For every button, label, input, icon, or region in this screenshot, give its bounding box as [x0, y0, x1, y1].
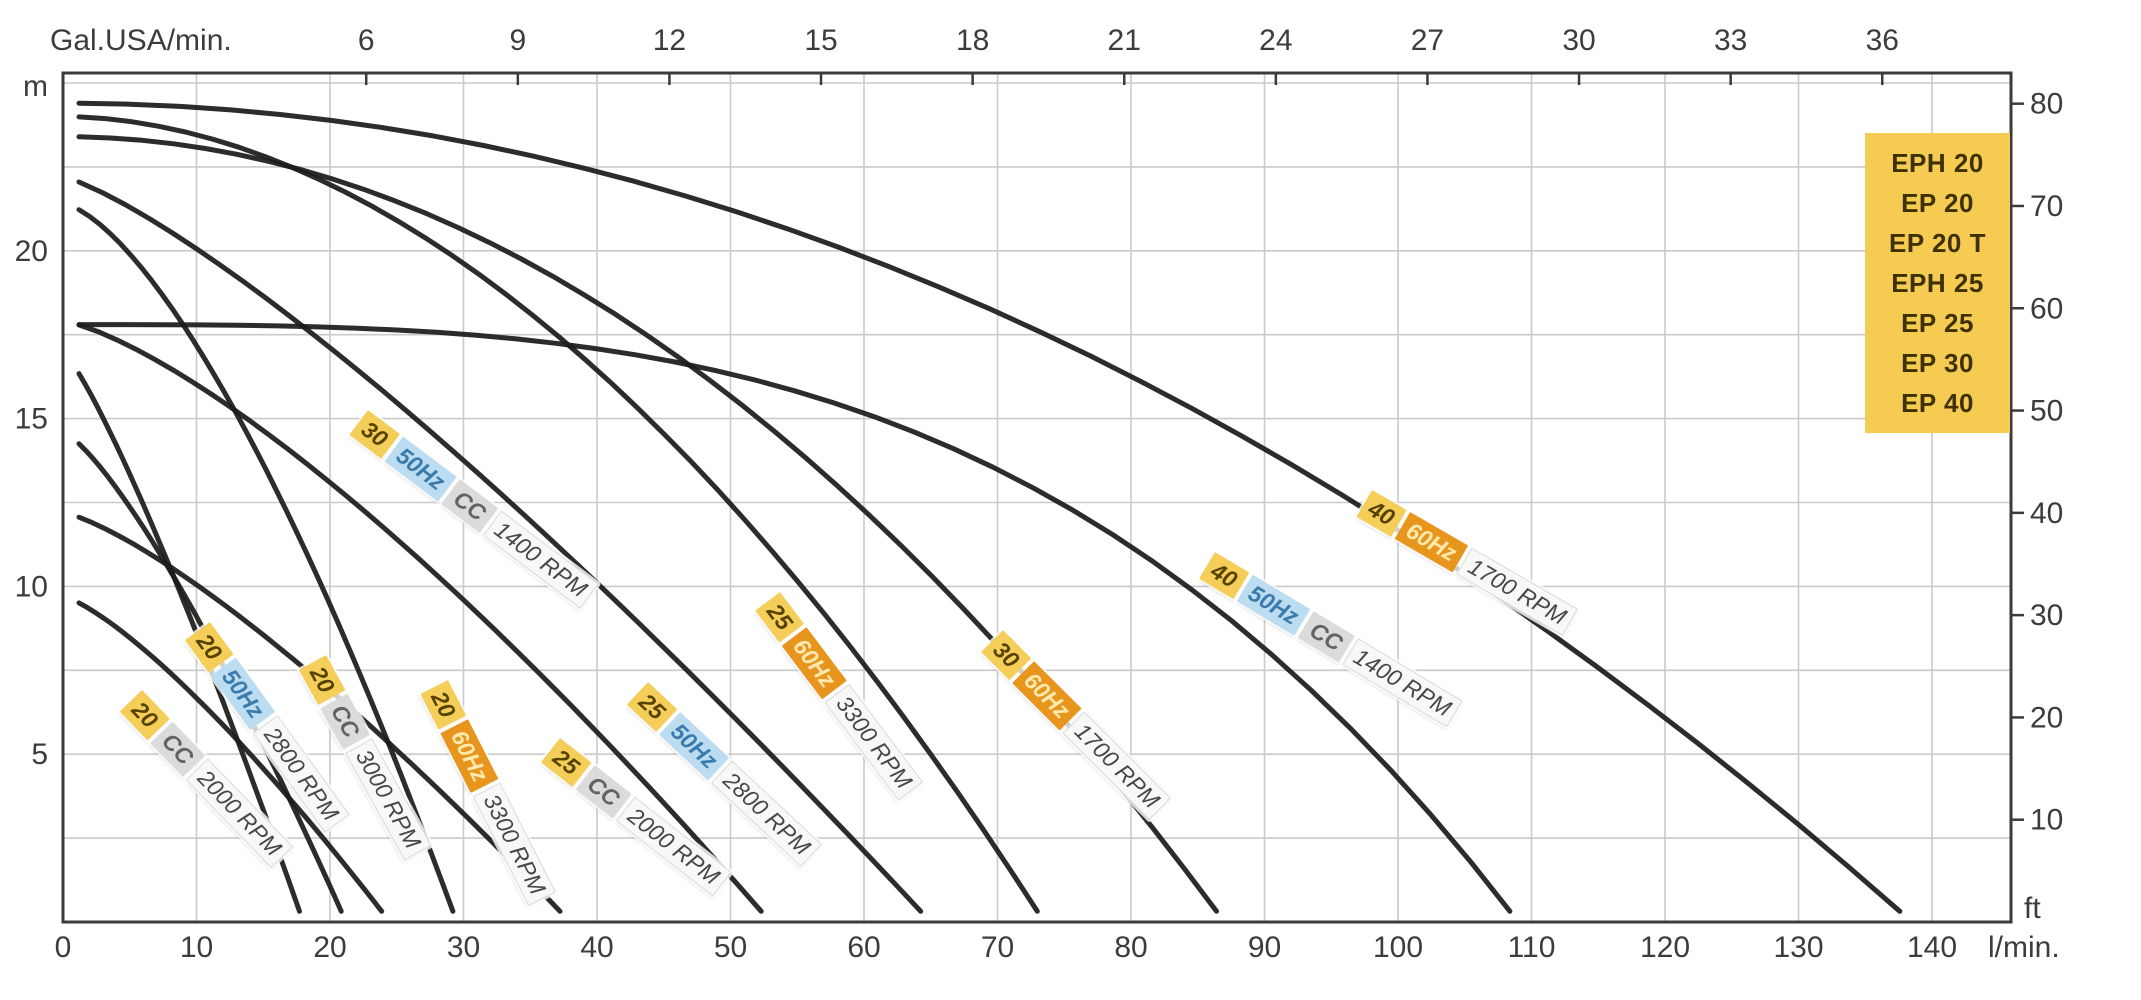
legend-item: EPH 25 [1891, 268, 1984, 298]
legend-item: EPH 20 [1891, 148, 1984, 178]
top-axis-tick-label: 21 [1108, 24, 1141, 57]
legend-item: EP 40 [1901, 388, 1974, 418]
bottom-axis-tick-label: 100 [1373, 931, 1423, 964]
top-axis-tick-label: 27 [1411, 24, 1444, 57]
pump-curve [76, 322, 1513, 914]
bottom-axis-tick-label: 0 [55, 931, 72, 964]
bottom-axis-tick-label: 20 [313, 931, 346, 964]
pump-curve [76, 134, 1219, 914]
pump-curve [76, 322, 764, 914]
right-axis-tick-label: 60 [2030, 292, 2063, 325]
top-axis-tick-label: 6 [358, 24, 375, 57]
top-axis-tick-label: 12 [653, 24, 686, 57]
left-axis-tick-label: 5 [31, 738, 48, 771]
pump-curve [76, 600, 385, 914]
right-axis-tick-label: 30 [2030, 599, 2063, 632]
top-axis-tick-label: 24 [1259, 24, 1292, 57]
legend-box: EPH 20 EP 20 EP 20 T EPH 25 EP 25 EP 30 EP 40 [1865, 133, 2010, 433]
top-axis-unit-label: Gal.USA/min. [50, 24, 232, 57]
right-axis-tick-label: 10 [2030, 804, 2063, 837]
bottom-axis-tick-label: 60 [847, 931, 880, 964]
pump-curve [76, 114, 1040, 914]
right-axis-tick-label: 20 [2030, 701, 2063, 734]
bottom-axis-tick-label: 110 [1508, 931, 1556, 964]
right-axis-unit-label: ft [2024, 892, 2041, 925]
top-axis-tick-label: 33 [1714, 24, 1747, 57]
legend-item: EP 20 [1901, 188, 1974, 218]
bottom-axis-tick-label: 80 [1114, 931, 1147, 964]
bottom-axis-tick-label: 120 [1640, 931, 1690, 964]
bottom-axis-tick-label: 70 [981, 931, 1014, 964]
right-axis-tick-label: 40 [2030, 497, 2063, 530]
pump-curve [76, 100, 1903, 914]
bottom-axis-tick-label: 50 [714, 931, 747, 964]
legend-item: EP 20 T [1889, 228, 1986, 258]
bottom-axis-tick-label: 10 [180, 931, 213, 964]
left-axis-tick-label: 10 [15, 570, 48, 603]
bottom-axis-unit-label: l/min. [1988, 931, 2060, 964]
bottom-axis-tick-label: 30 [447, 931, 480, 964]
right-axis-tick-label: 50 [2030, 395, 2063, 428]
left-axis-tick-label: 15 [15, 403, 48, 436]
pump-curve [76, 371, 302, 914]
pump-curve [76, 207, 456, 914]
plot-border [61, 71, 2013, 924]
bottom-axis-tick-label: 90 [1248, 931, 1281, 964]
left-axis-tick-label: 20 [15, 235, 48, 268]
bottom-axis-tick-label: 130 [1773, 931, 1823, 964]
pump-curve [76, 441, 344, 914]
legend-item: EP 30 [1901, 348, 1974, 378]
top-axis-tick-label: 18 [956, 24, 989, 57]
pump-curve [76, 179, 924, 914]
right-axis-tick-label: 80 [2030, 88, 2063, 121]
bottom-axis-tick-label: 40 [580, 931, 613, 964]
top-axis-tick-label: 9 [509, 24, 526, 57]
top-axis-tick-label: 30 [1562, 24, 1595, 57]
left-axis-unit-label: m [23, 70, 48, 103]
top-axis-tick-label: 36 [1866, 24, 1899, 57]
top-axis-tick-label: 15 [804, 24, 837, 57]
legend-item: EP 25 [1901, 308, 1974, 338]
right-axis-tick-label: 70 [2030, 190, 2063, 223]
bottom-axis-tick-label: 140 [1907, 931, 1957, 964]
